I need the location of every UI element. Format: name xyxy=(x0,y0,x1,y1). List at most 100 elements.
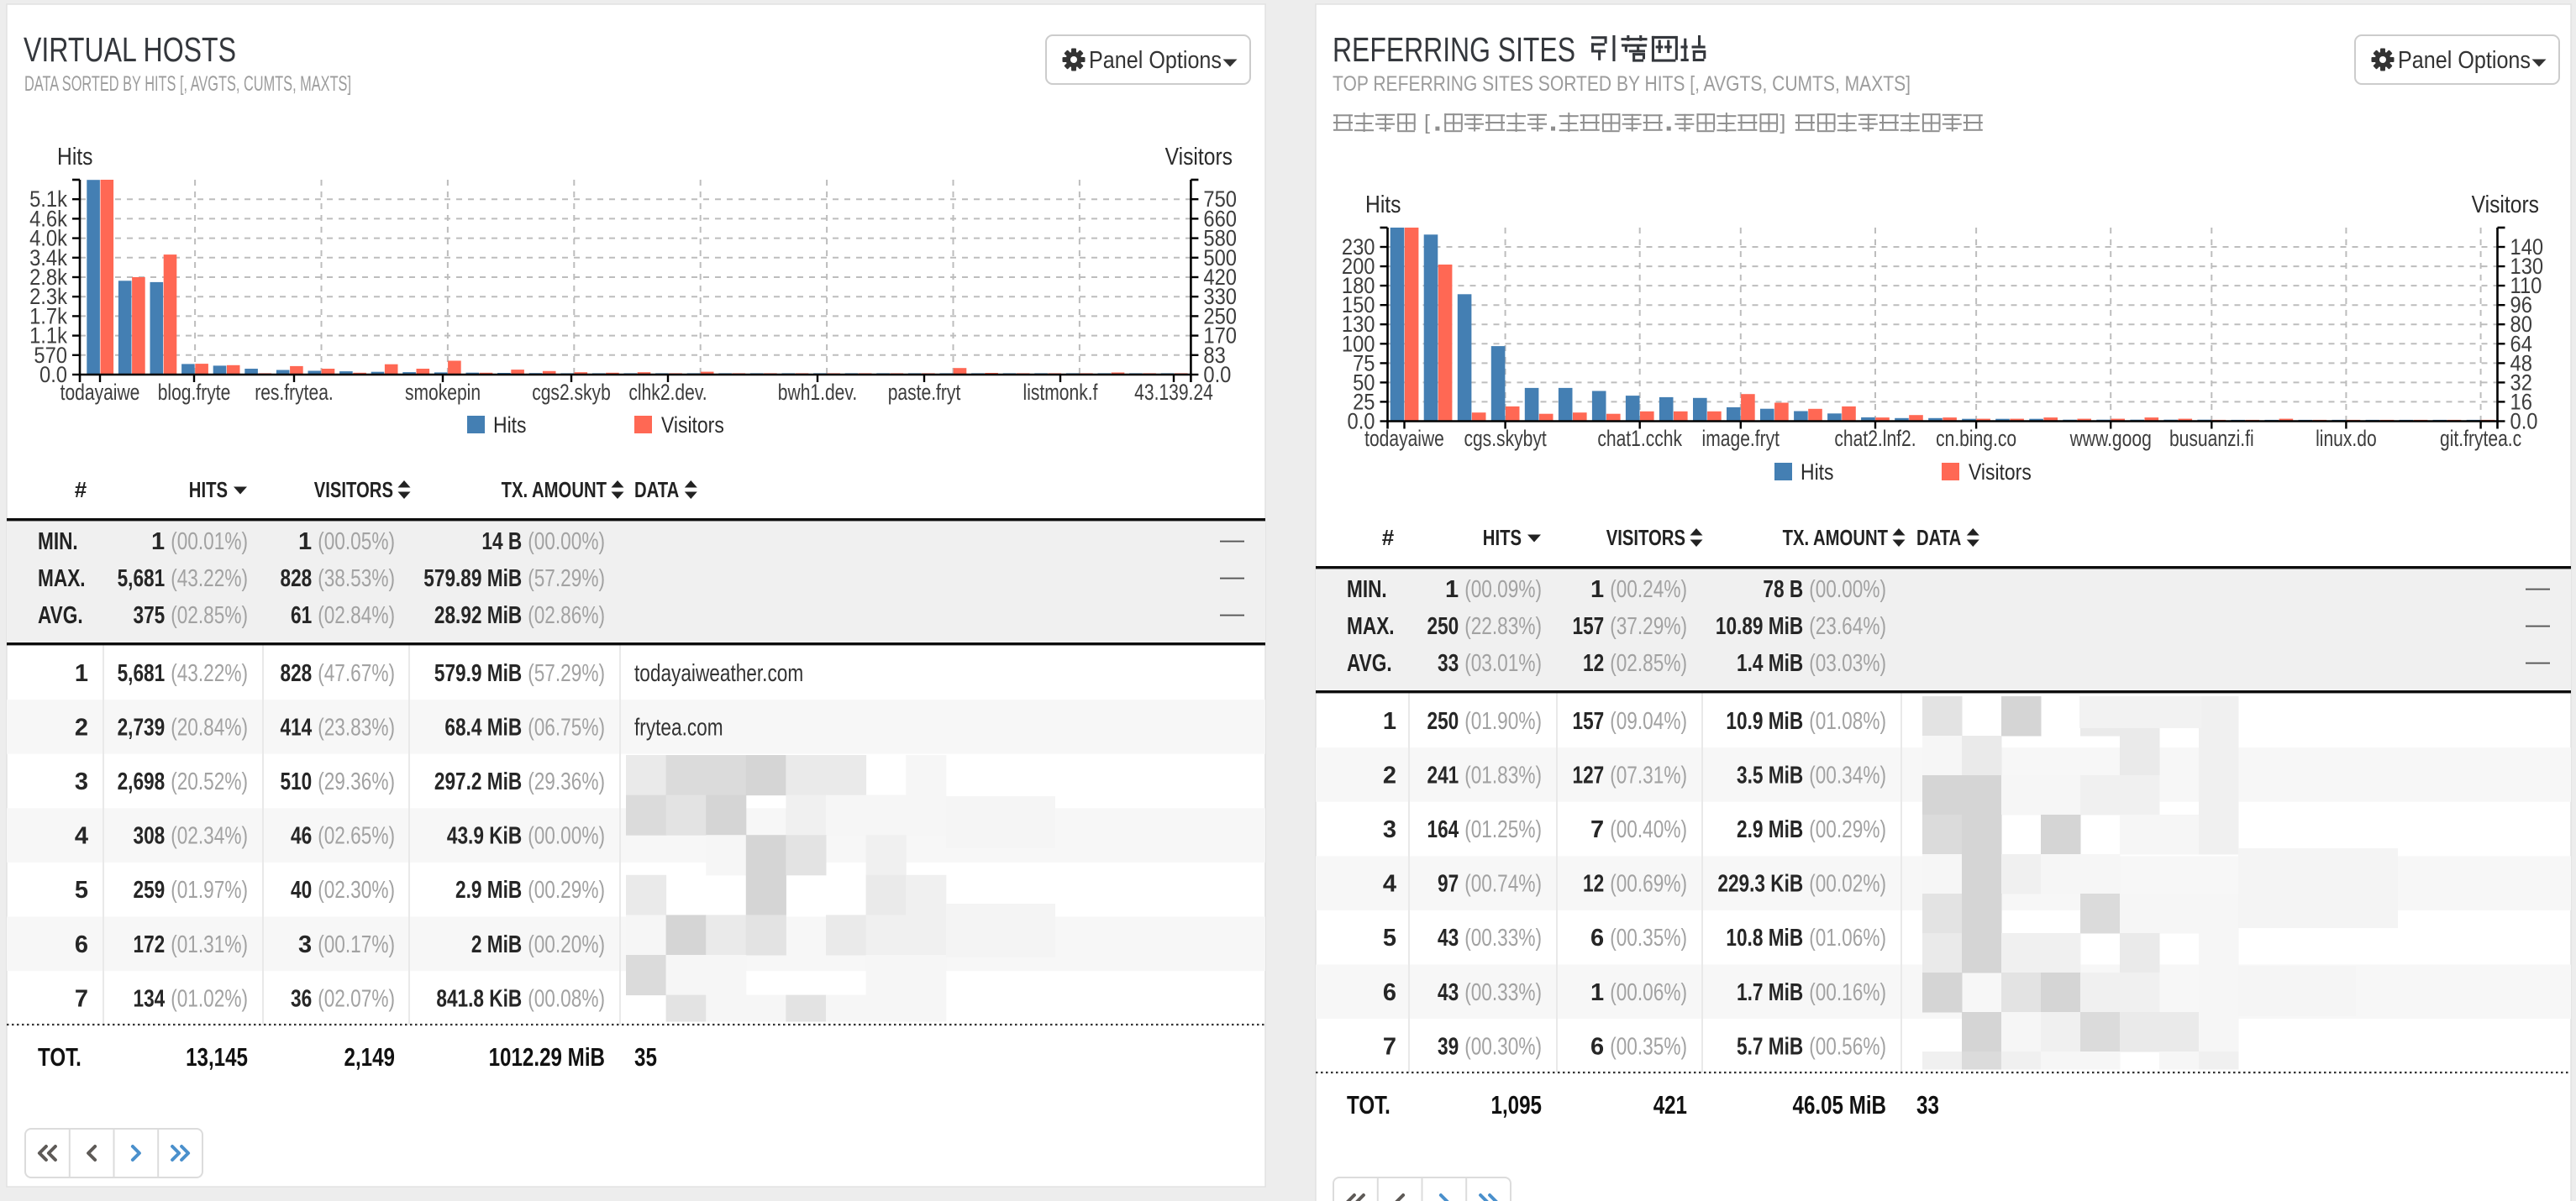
svg-text:MIN.: MIN. xyxy=(1347,576,1387,603)
svg-text:3.5 MiB: 3.5 MiB xyxy=(1737,762,1803,789)
svg-text:(00.24%): (00.24%) xyxy=(1610,576,1687,603)
svg-text:DATA SORTED BY HITS [, AVGTS,: DATA SORTED BY HITS [, AVGTS, CUMTS, MAX… xyxy=(24,72,351,96)
svg-text:DATA: DATA xyxy=(634,477,679,502)
svg-text:50: 50 xyxy=(1353,370,1375,395)
svg-text:250: 250 xyxy=(1427,613,1459,640)
svg-text:(07.31%): (07.31%) xyxy=(1610,762,1687,789)
svg-text:HITS: HITS xyxy=(1483,525,1522,550)
svg-text:—: — xyxy=(1220,600,1244,627)
svg-text:res.frytea.: res.frytea. xyxy=(255,380,334,405)
svg-text:7: 7 xyxy=(1590,816,1604,843)
svg-text:(29.36%): (29.36%) xyxy=(318,768,395,795)
svg-text:TX. AMOUNT: TX. AMOUNT xyxy=(1783,525,1888,550)
svg-text:listmonk.f: listmonk.f xyxy=(1023,380,1098,405)
svg-text:Hits: Hits xyxy=(57,144,93,170)
svg-text:smokepin: smokepin xyxy=(405,380,481,405)
svg-text:Visitors: Visitors xyxy=(661,412,724,438)
svg-text:6: 6 xyxy=(1383,979,1396,1006)
svg-text:(20.52%): (20.52%) xyxy=(171,768,248,795)
svg-text:127: 127 xyxy=(1573,762,1605,789)
svg-text:0.0: 0.0 xyxy=(2510,409,2538,434)
svg-text:DATA: DATA xyxy=(1916,525,1961,550)
svg-text:1.7k: 1.7k xyxy=(29,303,67,328)
svg-text:(02.07%): (02.07%) xyxy=(318,985,395,1012)
svg-text:12: 12 xyxy=(1583,871,1604,898)
svg-text:1: 1 xyxy=(75,660,88,687)
svg-text:(00.40%): (00.40%) xyxy=(1610,816,1687,843)
svg-text:2.3k: 2.3k xyxy=(29,284,67,309)
svg-text:bwh1.dev.: bwh1.dev. xyxy=(778,380,857,405)
svg-text:(00.00%): (00.00%) xyxy=(528,823,605,850)
svg-text:1.4 MiB: 1.4 MiB xyxy=(1737,650,1803,677)
svg-text:(02.85%): (02.85%) xyxy=(171,602,248,629)
svg-text:todayaiwe: todayaiwe xyxy=(60,380,140,405)
svg-text:(03.01%): (03.01%) xyxy=(1464,650,1542,677)
svg-text:1012.29 MiB: 1012.29 MiB xyxy=(489,1042,605,1072)
svg-text:(01.08%): (01.08%) xyxy=(1809,708,1886,735)
svg-text:(00.74%): (00.74%) xyxy=(1464,871,1542,898)
svg-text:250: 250 xyxy=(1203,303,1237,328)
svg-text:HITS: HITS xyxy=(189,477,228,502)
svg-text:43.139.24: 43.139.24 xyxy=(1134,380,1213,405)
svg-text:(00.02%): (00.02%) xyxy=(1809,871,1886,898)
svg-text:33: 33 xyxy=(1916,1090,1939,1120)
svg-text:chat2.lnf2.: chat2.lnf2. xyxy=(1834,426,1916,451)
svg-text:Panel Options: Panel Options xyxy=(1089,47,1222,74)
svg-text:308: 308 xyxy=(134,823,166,850)
svg-text:579.9 MiB: 579.9 MiB xyxy=(434,660,522,687)
svg-text:200: 200 xyxy=(1342,254,1375,279)
svg-text:40: 40 xyxy=(291,877,312,904)
svg-text:230: 230 xyxy=(1342,234,1375,260)
svg-text:[: [ xyxy=(1424,111,1430,134)
svg-text:TOP REFERRING SITES SORTED BY: TOP REFERRING SITES SORTED BY HITS [, AV… xyxy=(1333,72,1911,96)
svg-text:(00.08%): (00.08%) xyxy=(528,985,605,1012)
svg-text:48: 48 xyxy=(2510,350,2532,375)
svg-text:110: 110 xyxy=(2510,273,2542,298)
svg-text:2.9 MiB: 2.9 MiB xyxy=(455,877,522,904)
svg-text:Hits: Hits xyxy=(493,412,527,438)
svg-text:100: 100 xyxy=(1342,331,1375,356)
svg-text:580: 580 xyxy=(1203,226,1237,251)
svg-text:chat1.cchk: chat1.cchk xyxy=(1597,426,1682,451)
svg-text:157: 157 xyxy=(1573,613,1605,640)
svg-text:5,681: 5,681 xyxy=(118,565,166,592)
svg-text:46.05 MiB: 46.05 MiB xyxy=(1793,1090,1887,1120)
svg-text:25: 25 xyxy=(1353,389,1375,414)
svg-text:(38.53%): (38.53%) xyxy=(318,565,395,592)
svg-text:35: 35 xyxy=(634,1042,657,1072)
svg-text:14 B: 14 B xyxy=(481,528,522,555)
svg-text:2: 2 xyxy=(1383,762,1396,789)
svg-text:—: — xyxy=(2526,611,2550,638)
svg-text:(23.64%): (23.64%) xyxy=(1809,613,1886,640)
svg-text:43.9 KiB: 43.9 KiB xyxy=(447,823,522,850)
svg-text:(06.75%): (06.75%) xyxy=(528,714,605,741)
svg-text:(00.06%): (00.06%) xyxy=(1610,979,1687,1006)
svg-text:64: 64 xyxy=(2510,331,2532,356)
svg-text:4.0k: 4.0k xyxy=(29,226,67,251)
svg-text:170: 170 xyxy=(1203,323,1237,349)
svg-text:12: 12 xyxy=(1583,650,1604,677)
svg-text:(00.69%): (00.69%) xyxy=(1610,871,1687,898)
svg-text:(57.29%): (57.29%) xyxy=(528,565,605,592)
svg-text:164: 164 xyxy=(1427,816,1459,843)
svg-text:—: — xyxy=(1220,564,1244,590)
svg-text:AVG.: AVG. xyxy=(1347,650,1392,677)
svg-text:16: 16 xyxy=(2510,389,2532,414)
svg-text:1.7 MiB: 1.7 MiB xyxy=(1737,979,1803,1006)
svg-text:1,095: 1,095 xyxy=(1491,1090,1543,1120)
svg-text:VIRTUAL HOSTS: VIRTUAL HOSTS xyxy=(24,30,236,69)
svg-text:TOT.: TOT. xyxy=(1347,1090,1391,1120)
svg-text:(00.29%): (00.29%) xyxy=(528,877,605,904)
svg-text:2,698: 2,698 xyxy=(118,768,166,795)
svg-text:MAX.: MAX. xyxy=(38,565,86,592)
svg-text:(37.29%): (37.29%) xyxy=(1610,613,1687,640)
svg-text:375: 375 xyxy=(134,602,166,629)
svg-text:(00.16%): (00.16%) xyxy=(1809,979,1886,1006)
svg-text:]: ] xyxy=(1780,111,1785,134)
svg-text:2.8k: 2.8k xyxy=(29,265,67,290)
svg-text:VISITORS: VISITORS xyxy=(1606,525,1685,550)
svg-text:297.2 MiB: 297.2 MiB xyxy=(434,768,522,795)
svg-text:500: 500 xyxy=(1203,245,1237,270)
svg-text:REFERRING SITES: REFERRING SITES xyxy=(1333,30,1575,69)
svg-text:134: 134 xyxy=(134,985,166,1012)
